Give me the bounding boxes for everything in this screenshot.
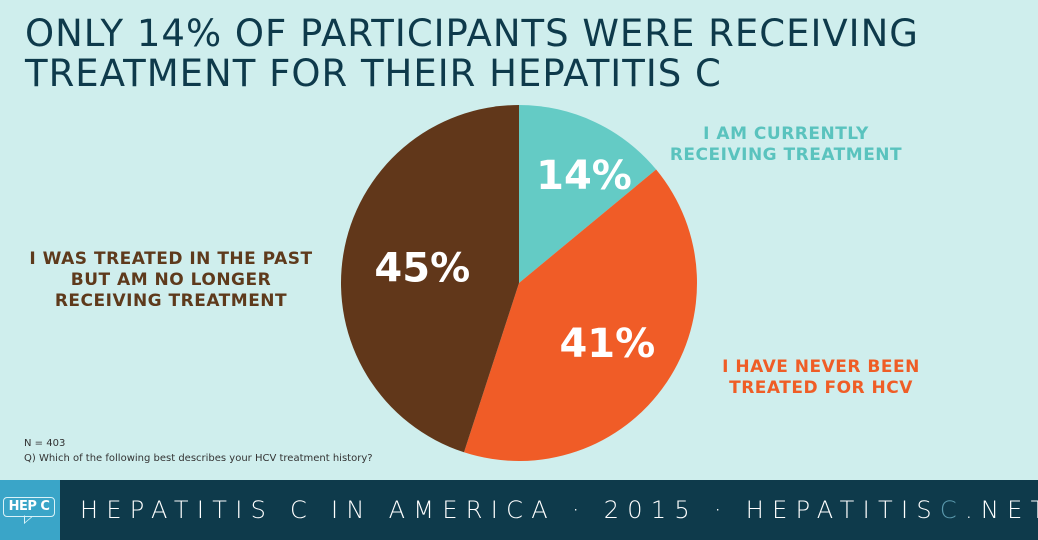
pie-value-label-past: 45% (374, 246, 470, 292)
title-line-2: TREATMENT FOR THEIR HEPATITIS C (25, 52, 722, 95)
slice-label-never-line-1: I HAVE NEVER BEEN (722, 357, 920, 377)
speech-bubble-icon: HEP C (3, 497, 55, 517)
slice-label-never: I HAVE NEVER BEEN TREATED FOR HCV (698, 357, 944, 399)
footer-text-main: HEPATITIS C IN AMERICA · 2015 · HEPATITI… (80, 496, 940, 524)
survey-question-note: Q) Which of the following best describes… (24, 453, 373, 464)
slice-label-past-line-3: RECEIVING TREATMENT (54, 291, 288, 311)
hep-c-logo[interactable]: HEP C (0, 480, 60, 540)
slice-label-past-line-2: BUT AM NO LONGER (70, 270, 272, 290)
slice-label-current: I AM CURRENTLY RECEIVING TREATMENT (648, 124, 924, 166)
page-title: ONLY 14% OF PARTICIPANTS WERE RECEIVING … (25, 14, 919, 94)
pie-value-label-never: 41% (559, 321, 655, 367)
sample-size-note: N = 403 (24, 438, 66, 449)
footer-text-tail: .NET (964, 496, 1038, 524)
slice-label-past-line-1: I WAS TREATED IN THE PAST (29, 249, 313, 269)
pie-slice-never (463, 169, 698, 462)
pie-slice-current (519, 105, 657, 283)
pie-chart: 14% 41% 45% (341, 105, 698, 462)
slice-label-past: I WAS TREATED IN THE PAST BUT AM NO LONG… (18, 249, 324, 312)
footer-tagline: HEPATITIS C IN AMERICA · 2015 · HEPATITI… (80, 495, 1038, 525)
footer-text-accent: C (939, 496, 965, 524)
slice-label-never-line-2: TREATED FOR HCV (729, 378, 913, 398)
slice-label-current-line-2: RECEIVING TREATMENT (669, 145, 903, 165)
pie-slice-past (341, 105, 519, 453)
title-line-1: ONLY 14% OF PARTICIPANTS WERE RECEIVING (25, 12, 919, 55)
slice-label-current-line-1: I AM CURRENTLY (703, 124, 869, 144)
footer-bar: HEP C HEPATITIS C IN AMERICA · 2015 · HE… (0, 480, 1038, 540)
pie-value-label-current: 14% (536, 153, 632, 199)
logo-text: HEP C (8, 499, 50, 514)
